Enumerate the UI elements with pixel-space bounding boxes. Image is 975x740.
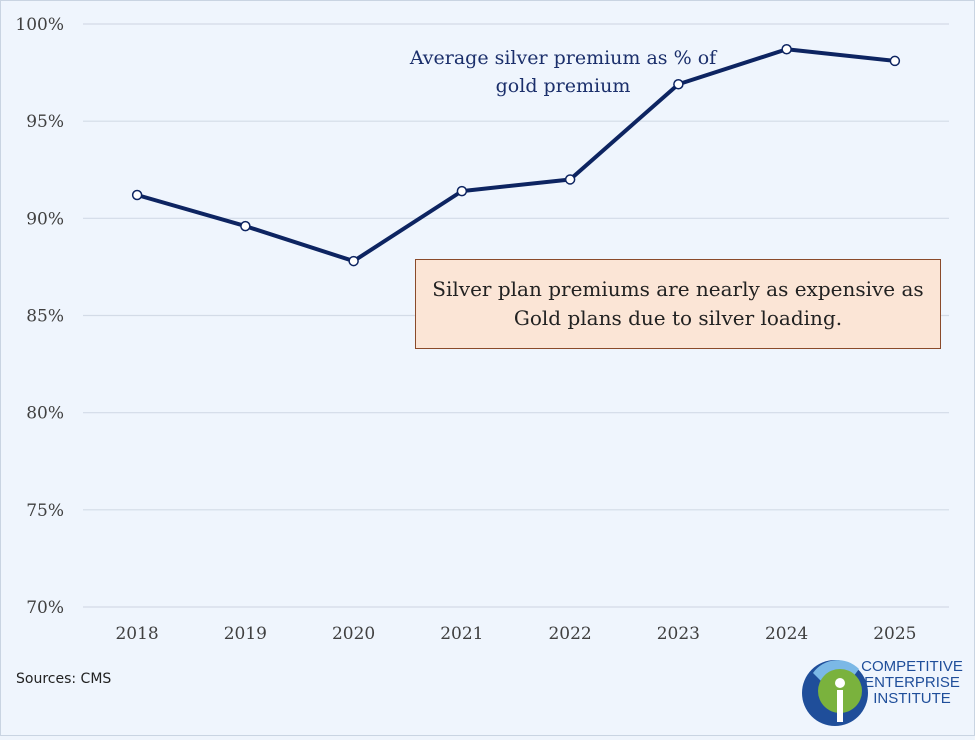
x-tick-label: 2020 — [332, 624, 375, 644]
x-tick-label: 2021 — [440, 624, 483, 644]
data-point-2020 — [348, 255, 359, 267]
x-tick-label: 2022 — [548, 624, 591, 644]
series-label-line-1: Average silver premium as % of — [409, 47, 718, 69]
x-tick-label: 2023 — [657, 624, 700, 644]
sources-note: Sources: CMS — [16, 671, 111, 687]
data-point-2019 — [240, 220, 251, 232]
logo-figure-head-icon — [835, 678, 845, 688]
data-point-2024 — [781, 44, 792, 55]
y-tick-label: 70% — [26, 598, 64, 618]
y-axis-ticks: 70% 75% 80% 85% 90% 95% 100% — [15, 15, 64, 618]
x-tick-label: 2018 — [115, 624, 158, 644]
x-tick-label: 2025 — [873, 624, 916, 644]
x-axis-ticks: 2018 2019 2020 2021 2022 2023 2024 2025 — [115, 624, 916, 644]
series-line — [136, 47, 896, 264]
x-tick-label: 2024 — [765, 624, 808, 644]
grid-lines — [83, 23, 949, 608]
data-point-2025 — [889, 55, 901, 67]
data-point-2023 — [673, 78, 684, 90]
y-tick-label: 85% — [26, 307, 64, 327]
logo-text-line-2: ENTERPRISE — [864, 674, 960, 691]
logo-text-line-3: INSTITUTE — [873, 690, 951, 707]
x-tick-label: 2019 — [224, 624, 267, 644]
data-point-2022 — [564, 174, 576, 185]
logo-figure-body-icon — [837, 690, 843, 722]
y-tick-label: 95% — [26, 112, 64, 132]
data-point-2018 — [131, 189, 143, 201]
series-label-line-2: gold premium — [496, 75, 631, 97]
series-group — [131, 44, 901, 267]
y-tick-label: 100% — [15, 15, 64, 35]
y-tick-label: 90% — [26, 209, 64, 229]
annotation-callout: Silver plan premiums are nearly as expen… — [415, 259, 941, 349]
y-tick-label: 80% — [26, 404, 64, 424]
data-point-2021 — [456, 185, 468, 197]
logo-text-line-1: COMPETITIVE — [861, 658, 963, 675]
y-tick-label: 75% — [26, 501, 64, 521]
cei-logo: COMPETITIVE ENTERPRISE INSTITUTE — [802, 658, 963, 726]
